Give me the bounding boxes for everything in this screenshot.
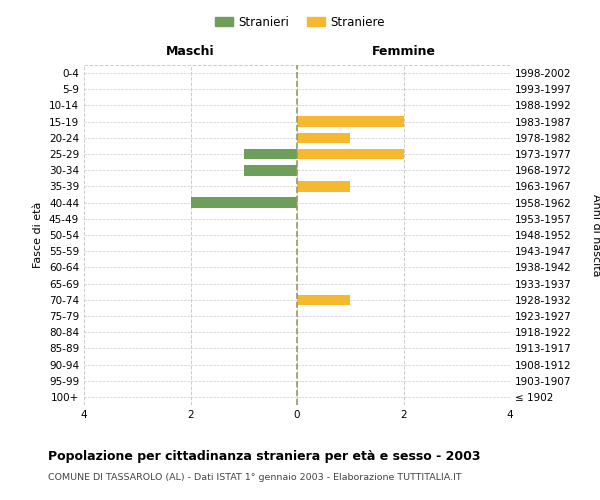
- Legend: Stranieri, Straniere: Stranieri, Straniere: [210, 11, 390, 34]
- Text: Maschi: Maschi: [166, 45, 215, 58]
- Bar: [191, 198, 297, 208]
- Y-axis label: Fasce di età: Fasce di età: [34, 202, 43, 268]
- Bar: [297, 116, 404, 127]
- Bar: [297, 149, 404, 160]
- Bar: [244, 165, 297, 175]
- Bar: [297, 294, 350, 305]
- Bar: [297, 181, 350, 192]
- Text: COMUNE DI TASSAROLO (AL) - Dati ISTAT 1° gennaio 2003 - Elaborazione TUTTITALIA.: COMUNE DI TASSAROLO (AL) - Dati ISTAT 1°…: [48, 472, 461, 482]
- Text: Popolazione per cittadinanza straniera per età e sesso - 2003: Popolazione per cittadinanza straniera p…: [48, 450, 481, 463]
- Text: Femmine: Femmine: [371, 45, 436, 58]
- Y-axis label: Anni di nascita: Anni di nascita: [591, 194, 600, 276]
- Bar: [297, 132, 350, 143]
- Bar: [244, 149, 297, 160]
